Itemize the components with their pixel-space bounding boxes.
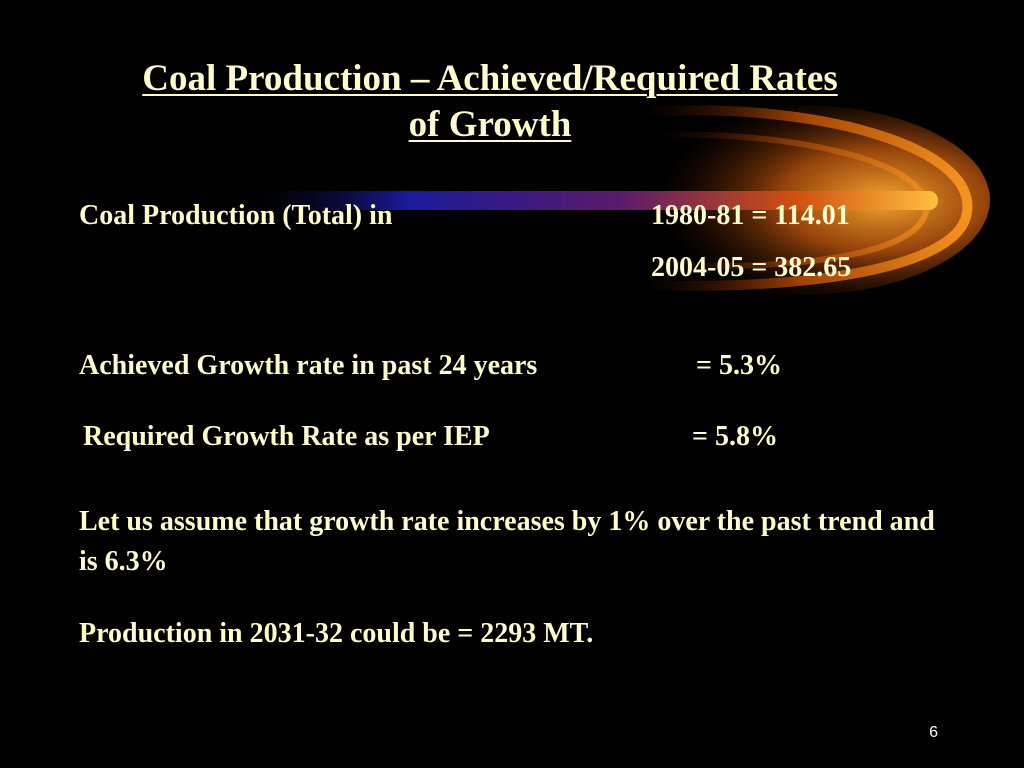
- swoosh-bar: [230, 191, 938, 210]
- swoosh-outer-ring: [639, 105, 973, 291]
- required-growth-value: = 5.8%: [692, 421, 778, 452]
- production-value-1980: 1980-81 = 114.01: [651, 200, 850, 231]
- achieved-growth-value: = 5.3%: [696, 350, 782, 381]
- production-label: Coal Production (Total) in: [79, 200, 393, 231]
- assumption-text: Let us assume that growth rate increases…: [79, 506, 935, 577]
- title-line-2: of Growth: [408, 104, 572, 145]
- production-value-2004: 2004-05 = 382.65: [651, 252, 852, 283]
- achieved-growth-label: Achieved Growth rate in past 24 years: [79, 350, 538, 381]
- slide-title: Coal Production – Achieved/Required Rate…: [40, 56, 940, 148]
- required-growth-label: Required Growth Rate as per IEP: [83, 421, 490, 452]
- projection-text: Production in 2031-32 could be = 2293 MT…: [79, 618, 594, 649]
- swoosh-inner-ring: [649, 131, 930, 269]
- page-number: 6: [929, 724, 938, 741]
- title-line-1: Coal Production – Achieved/Required Rate…: [142, 58, 838, 99]
